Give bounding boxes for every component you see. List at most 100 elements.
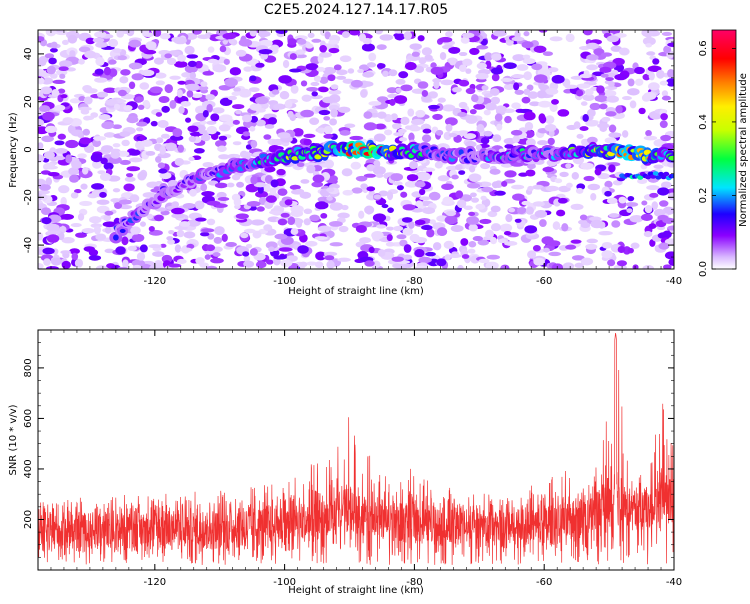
spectrogram-cell — [289, 53, 297, 60]
spectrogram-cell — [242, 131, 251, 137]
spectrogram-cell — [154, 262, 166, 269]
spectrogram-cell — [403, 31, 412, 40]
spectrogram-cell — [98, 113, 111, 120]
x-tick-label: -120 — [143, 276, 166, 287]
spectrogram-cell — [126, 173, 134, 178]
spectrogram-cell — [84, 50, 97, 59]
spectrogram-cell — [54, 140, 65, 146]
spectrogram-cell — [177, 54, 187, 62]
spectrogram-cell — [212, 107, 225, 114]
spectrogram-cell — [371, 230, 384, 240]
spectrogram-cell — [411, 207, 424, 213]
spectrogram-cell — [218, 124, 231, 132]
spectrogram-cell — [617, 245, 626, 254]
spectrogram-cell — [173, 36, 187, 45]
spectrogram-cell — [155, 156, 162, 163]
y-tick-label: 400 — [23, 459, 34, 478]
spectrogram-cell — [89, 216, 102, 224]
spectrogram-cell — [514, 218, 522, 223]
spectrogram-cell — [191, 93, 203, 99]
spectrogram-cell — [385, 241, 395, 247]
spectrogram-cell — [180, 100, 191, 107]
spectrogram-cell — [120, 69, 131, 76]
spectrogram-cell — [606, 95, 619, 103]
spectrogram-cell — [322, 96, 336, 104]
spectrogram-cell — [65, 139, 79, 149]
spectrogram-cell — [537, 140, 549, 146]
spectrogram-cell — [584, 88, 594, 96]
spectrogram-cell — [652, 58, 660, 65]
spectrogram-cell — [320, 213, 328, 219]
spectrogram-cell — [311, 91, 318, 97]
spectrogram-cell — [616, 260, 628, 267]
spectrogram-cell — [571, 171, 579, 180]
spectrogram-cell — [54, 104, 66, 112]
spectrogram-cell — [659, 120, 668, 129]
colorbar-ticks: 0.0 0.2 0.4 0.6 — [698, 40, 736, 277]
spectrogram-cell — [472, 236, 484, 242]
spectrogram-cell — [269, 210, 283, 215]
spectrogram-cell — [541, 236, 554, 245]
spectrogram-cell — [154, 72, 167, 79]
spectrogram-cell — [362, 30, 369, 34]
spectrogram-cell — [115, 246, 126, 255]
spectrogram-cell — [157, 119, 169, 128]
spectrogram-cell — [561, 223, 569, 232]
spectrogram-cell — [243, 255, 251, 263]
spectrogram-cell — [642, 73, 651, 81]
spectrogram-cell — [422, 207, 436, 215]
spectrogram-cell — [206, 200, 221, 206]
spectrogram-cell — [38, 263, 44, 269]
spectrogram-cell — [122, 259, 129, 269]
spectrogram-cell — [176, 89, 183, 98]
spectrogram-cell — [249, 126, 256, 132]
spectrogram-cell — [418, 188, 426, 196]
spectrogram-cell — [128, 81, 136, 90]
spectrogram-cell — [131, 233, 145, 243]
spectrogram-cell — [605, 111, 617, 117]
spectrogram-cell — [303, 133, 316, 138]
spectrogram-cell — [159, 172, 172, 180]
spectrogram-cell — [481, 85, 489, 91]
spectrogram-cell — [360, 183, 368, 190]
spectrogram-cell — [214, 182, 228, 189]
spectrogram-cell — [327, 74, 336, 82]
spectrogram-cell — [606, 197, 618, 204]
spectrogram-cell — [607, 259, 616, 267]
spectrogram-cell — [212, 64, 227, 73]
spectrogram-cell — [585, 243, 598, 250]
spectrogram-cell — [374, 30, 384, 35]
spectrogram-cell — [522, 54, 531, 60]
spectrogram-cell — [480, 162, 491, 170]
spectrogram-cell — [418, 256, 432, 264]
spectrogram-cell — [385, 226, 395, 231]
spectrogram-cell — [326, 187, 335, 193]
spectrogram-cell — [402, 204, 416, 211]
spectrogram-cell — [123, 183, 135, 192]
spectrogram-cell — [112, 48, 122, 54]
spectrogram-cell — [95, 233, 107, 241]
spectrogram-cell — [315, 251, 327, 261]
spectrogram-cell — [500, 77, 513, 83]
spectrogram-cell — [38, 105, 51, 113]
spectrogram-cell — [626, 208, 633, 213]
spectrogram-cell — [174, 157, 185, 166]
spectrogram-cell — [256, 206, 265, 212]
spectrogram-cell — [469, 47, 480, 55]
spectrogram-cell — [191, 30, 202, 35]
spectrogram-cell — [580, 257, 594, 266]
spectrogram-cell — [525, 169, 536, 177]
spectrogram-cell — [139, 82, 150, 90]
spectrogram-cell — [662, 206, 674, 215]
spectrogram-cell — [547, 137, 555, 146]
spectrogram-cell — [219, 97, 233, 107]
spectrogram-cell — [414, 249, 425, 258]
spectrogram-cell — [409, 125, 421, 132]
spectrogram-cell — [500, 163, 513, 168]
spectrogram-cell — [131, 73, 144, 81]
spectrogram-cell — [524, 121, 534, 131]
spectrogram-cell — [645, 43, 652, 48]
spectrogram-cell — [660, 134, 672, 142]
spectrogram-cell — [424, 54, 433, 61]
